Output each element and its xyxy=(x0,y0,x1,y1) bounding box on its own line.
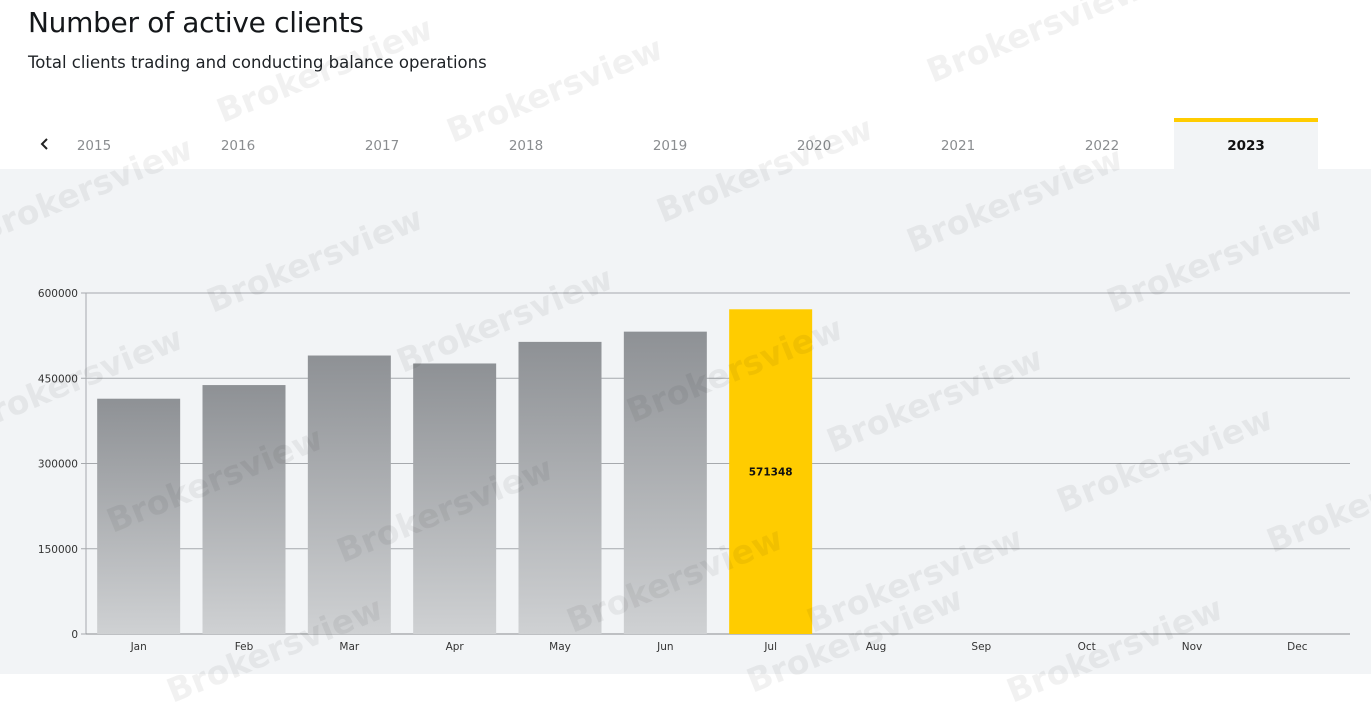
x-tick-label: May xyxy=(549,641,571,653)
tab-year-2018[interactable]: 2018 xyxy=(508,137,544,154)
bar-jan[interactable] xyxy=(97,398,181,634)
bar-jun[interactable] xyxy=(623,331,707,634)
bar-mar[interactable] xyxy=(307,355,391,634)
tab-year-2016[interactable]: 2016 xyxy=(220,137,256,154)
year-tabs: 2015 2016 2017 2018 2019 2020 2021 2022 … xyxy=(0,118,1371,169)
y-tick-label: 300000 xyxy=(38,459,78,471)
x-tick-label: Sep xyxy=(971,641,991,653)
tab-year-2017[interactable]: 2017 xyxy=(364,137,400,154)
x-tick-label: Jul xyxy=(763,641,777,653)
page-title: Number of active clients xyxy=(28,6,364,39)
bar-may[interactable] xyxy=(518,341,602,634)
bar-layer xyxy=(97,309,813,634)
label-layer: 0 150000 300000 450000 600000 Jan Feb Mar Apr May… xyxy=(38,288,1308,653)
tab-year-2015[interactable]: 2015 xyxy=(76,137,112,154)
tab-year-2020[interactable]: 2020 xyxy=(796,137,832,154)
watermark-logo: Brokersview xyxy=(921,0,1149,91)
data-label-jul: 571348 xyxy=(749,467,793,479)
tab-year-2021[interactable]: 2021 xyxy=(940,137,976,154)
grid-layer xyxy=(81,292,1350,635)
tab-year-2019[interactable]: 2019 xyxy=(652,137,688,154)
x-tick-label: Jan xyxy=(130,641,147,653)
x-tick-label: Apr xyxy=(446,641,465,653)
bar-chart: 0 150000 300000 450000 600000 Jan Feb Mar Apr May… xyxy=(38,288,1350,653)
page-subtitle: Total clients trading and conducting bal… xyxy=(28,53,487,72)
y-tick-label: 600000 xyxy=(38,288,78,300)
x-tick-label: Aug xyxy=(866,641,887,653)
chevron-left-icon[interactable] xyxy=(32,128,56,160)
x-tick-label: Feb xyxy=(235,641,254,653)
tab-year-2022[interactable]: 2022 xyxy=(1084,137,1120,154)
x-tick-label: Jun xyxy=(656,641,673,653)
bar-apr[interactable] xyxy=(413,363,497,634)
bar-feb[interactable] xyxy=(202,385,286,634)
tab-year-2023[interactable]: 2023 xyxy=(1174,118,1318,169)
x-tick-label: Mar xyxy=(339,641,359,653)
x-tick-label: Dec xyxy=(1287,641,1308,653)
bar-jul[interactable] xyxy=(729,309,813,634)
y-tick-label: 450000 xyxy=(38,373,78,385)
x-tick-label: Oct xyxy=(1078,641,1096,653)
y-tick-label: 0 xyxy=(71,629,78,641)
y-tick-label: 150000 xyxy=(38,544,78,556)
x-tick-label: Nov xyxy=(1182,641,1203,653)
